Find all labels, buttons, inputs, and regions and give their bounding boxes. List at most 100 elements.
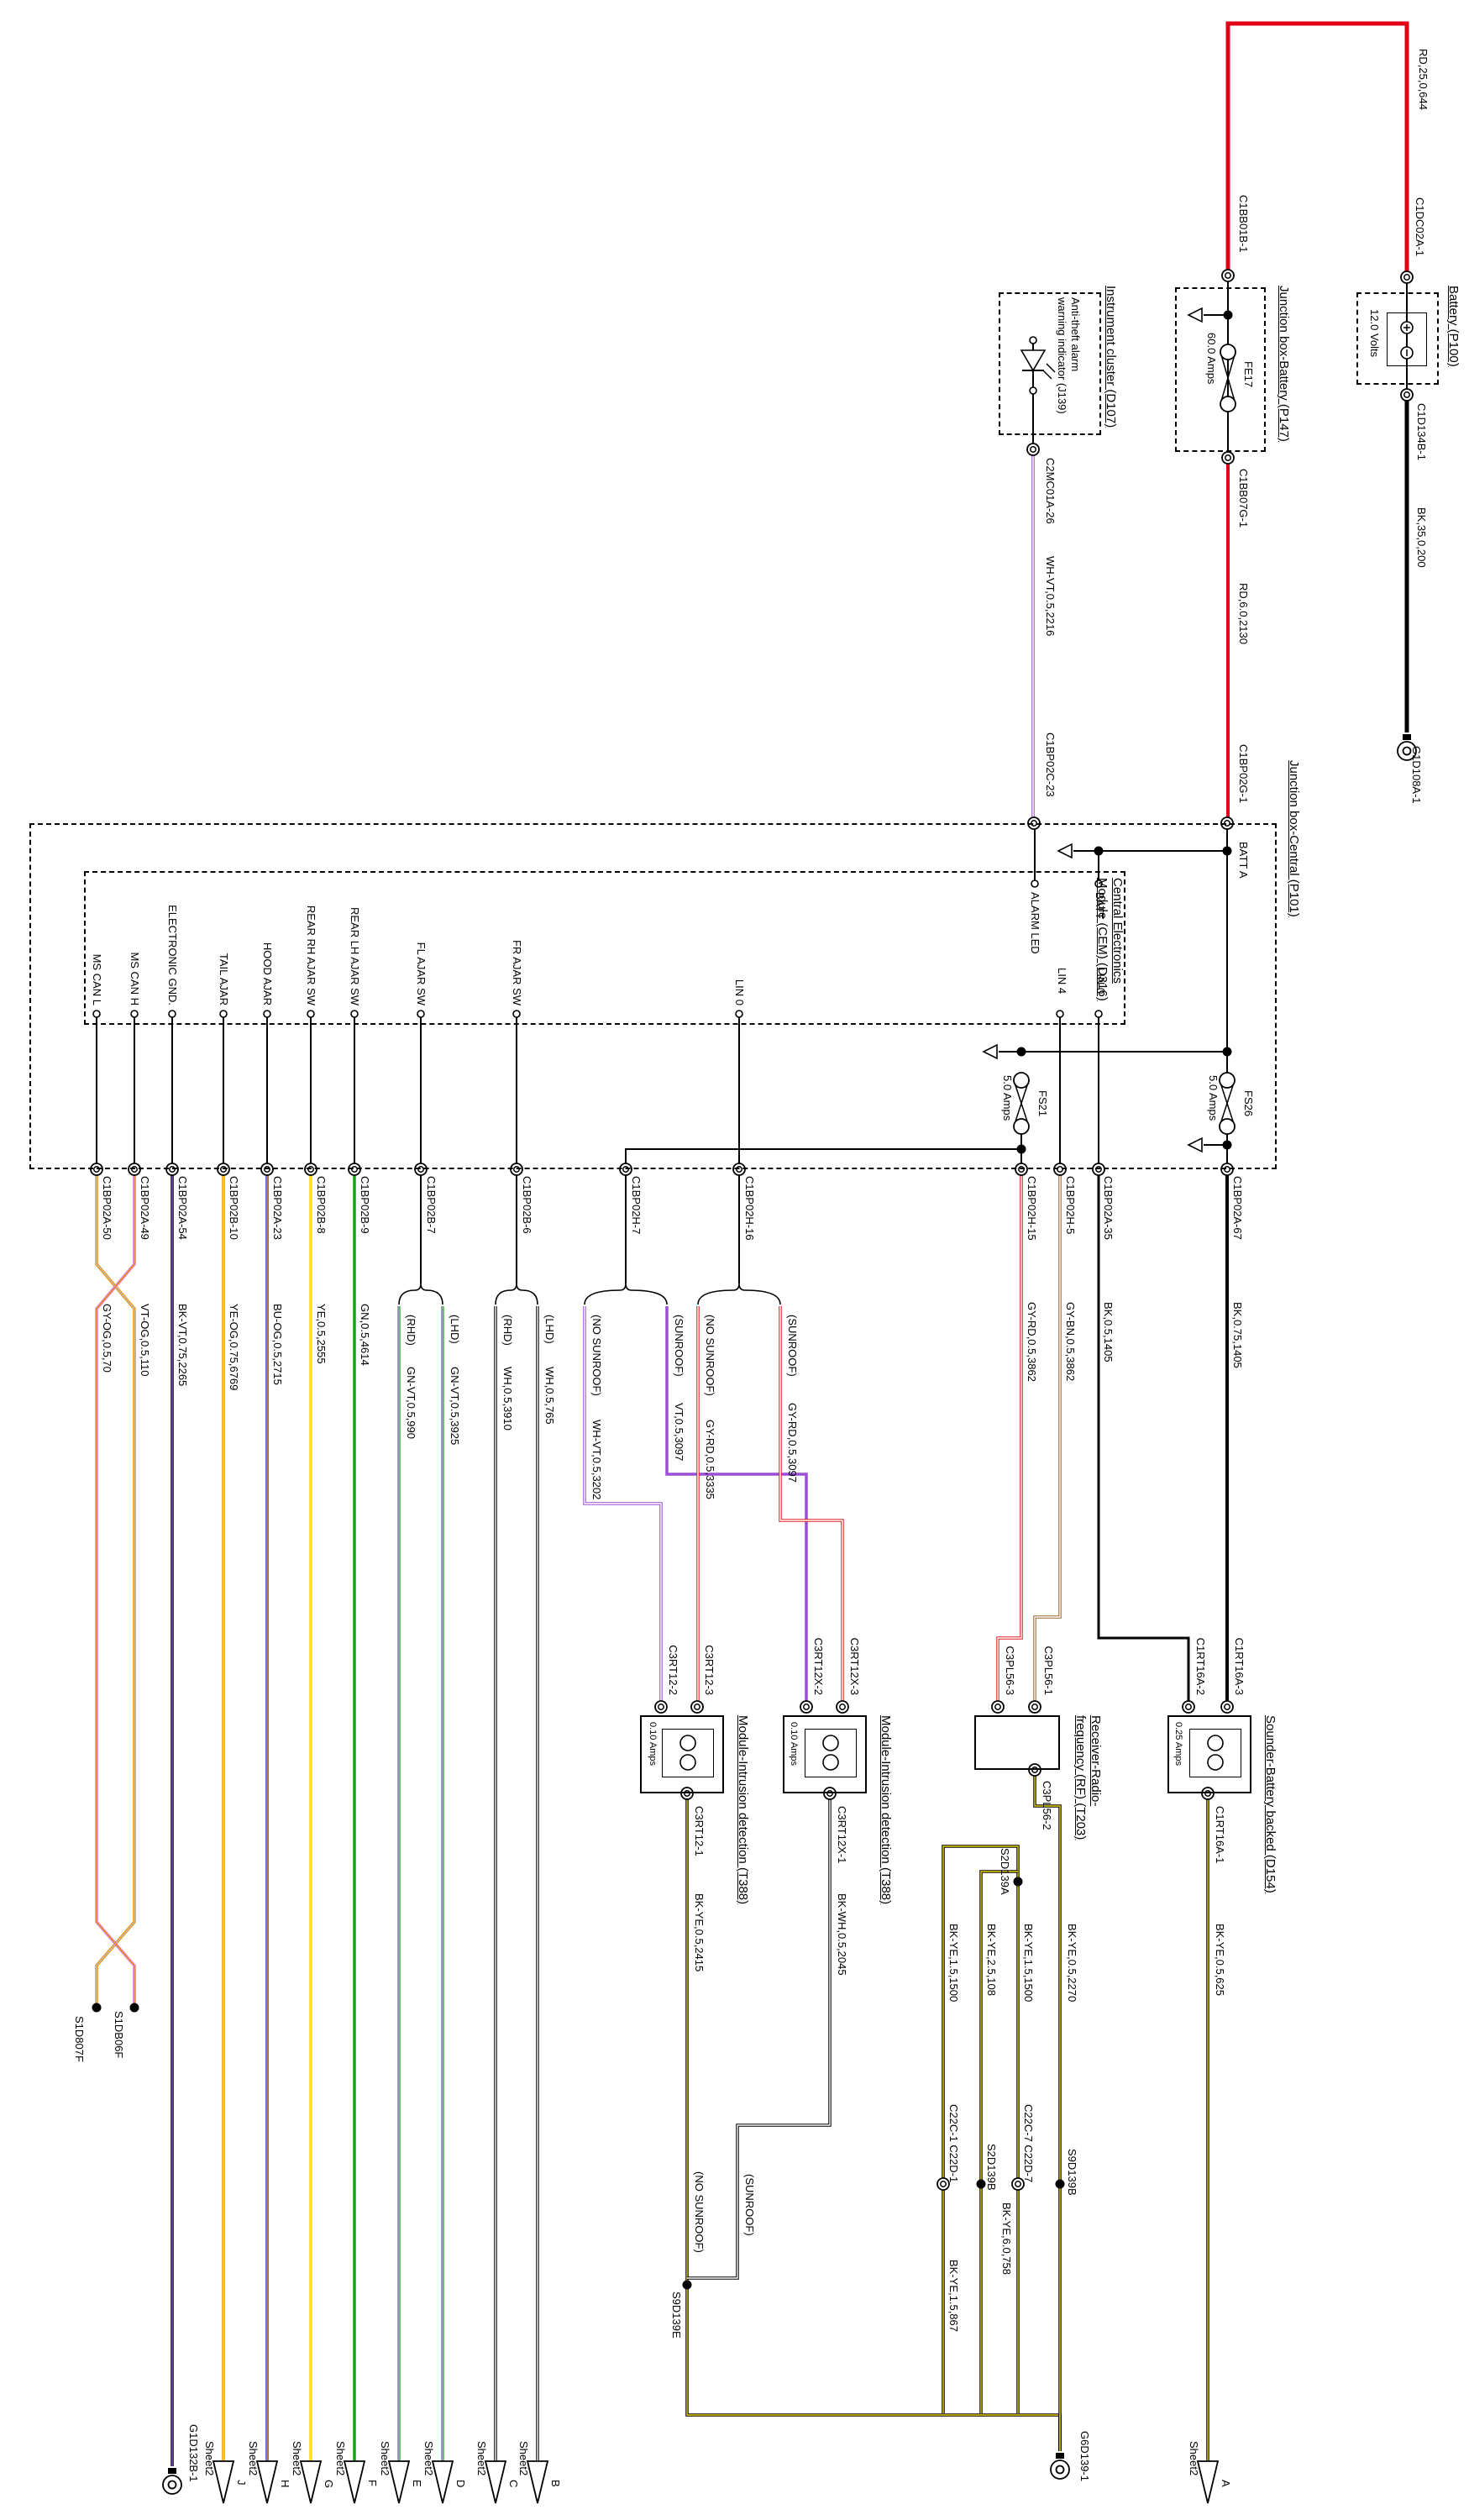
sheet-arrow-icon [387,2460,411,2504]
fuse-id: FE17 [1242,361,1255,388]
variant-tag: (SUNROOF) [786,1315,799,1377]
wire-spec: BK-YE,1.5,867 [947,2260,960,2332]
wire-spec: GY-RD,0.5,3862 [1026,1302,1038,1382]
connector-icon [826,1790,833,1797]
internal-fuse-icon [822,1735,839,1751]
jbc-title: Junction box-Central (P101) [1287,760,1301,917]
ground-icon [1056,2453,1064,2459]
connector-id: C3PL56-2 [1041,1781,1053,1830]
connector-icon [1015,2181,1021,2187]
connector-icon [1224,1166,1230,1173]
splice-id: S1DB06F [113,2011,125,2059]
connector-id: C1BP02A-50 [101,1176,113,1240]
connector-id: C1RT16A-3 [1233,1637,1246,1695]
wire-spec: BK-YE,1.5,1500 [1022,1924,1035,2003]
pin-icon [92,1010,101,1018]
wire-spec: GY-OG,0.5,70 [101,1304,113,1373]
sheet-ref-label: Sheet2 [379,2441,391,2476]
pin-label: MS CAN L [91,953,103,1005]
fuse-fs21-circle [1013,1072,1030,1089]
connector-icon [1031,820,1037,827]
pin-label: BATT A [1237,842,1250,879]
connector-id: C22C-7 C22D-7 [1022,2104,1035,2183]
variant-tag: (RHD) [405,1315,417,1346]
sheet-arrow-icon [255,2460,279,2504]
pin-icon [168,1010,176,1018]
wire-spec: BK-YE,0.5,2415 [693,1893,706,1972]
wire-bkye-link-core [980,1871,1018,2413]
connector-id: C1BP02H-5 [1064,1176,1077,1235]
sheet-ref-letter: G [323,2480,335,2489]
battery-symbol-box [1387,312,1427,366]
connector-icon [264,1166,270,1173]
connector-id: C1RT16A-1 [1214,1806,1226,1864]
fuse-rating: 0.25 Amps [1173,1722,1183,1766]
sheet-ref-letter: E [411,2480,423,2487]
variant-tag: (NO SUNROOF) [693,2171,706,2253]
connector-id: C1BB01B-1 [1237,195,1250,253]
wire-spec: BK,35,0,200 [1415,507,1428,568]
splice-icon [1094,846,1104,856]
sheet-ref-letter: H [279,2480,291,2488]
battery-voltage: 12.0 Volts [1368,309,1381,358]
flow-arrow-icon [982,1043,998,1060]
connector-id: C1BP02H-16 [743,1176,756,1241]
fuse-fs26 [1219,1079,1236,1127]
sheet-ref-letter: D [454,2480,467,2488]
ground-icon [1403,734,1411,740]
instrument-cluster-d107-box [999,292,1101,435]
connector-id: C1BP02A-67 [1231,1176,1244,1240]
ground-icon [1402,746,1412,756]
splice-icon [129,2003,139,2013]
variant-tag: (NO SUNROOF) [590,1315,603,1396]
fuse-fe17-circle [1220,344,1236,360]
wire-gyrd-sunroof-core [779,1306,843,1707]
fuse-id: FS21 [1036,1090,1049,1117]
fuse-rating: 5.0 Amps [1001,1075,1014,1121]
pin-label: MS CAN H [129,952,141,1005]
connector-id: C3PL56-3 [1004,1646,1016,1695]
connector-icon [351,1166,358,1173]
pin-icon [735,1010,743,1018]
splice-icon [1013,1877,1023,1887]
wire-spec: GY-RD,0.5,3335 [704,1420,716,1499]
connector-id: C3RT12X-2 [812,1637,825,1695]
connector-id: C1BP02G-1 [1237,744,1250,804]
splice-icon [1055,2179,1065,2189]
wire-spec: YE-OG,0.75,6769 [228,1304,240,1391]
pin-label: REAR RH AJAR SW [305,905,317,1005]
sheet-ref-label: Sheet2 [291,2441,303,2476]
connector-id: C3RT12X-1 [836,1806,848,1864]
pin-icon [130,1010,139,1018]
module2-title: Module-Intrusion detection (T388) [879,1715,893,1905]
wire-spec: YE,0.5,2555 [315,1304,328,1364]
sheet-ref-label: Sheet2 [475,2441,488,2476]
wire-spec: WH-VT,0.5,2216 [1044,556,1057,637]
wire-vt-sunroof [665,1306,808,1707]
connector-id: C1BP02B-7 [425,1176,438,1234]
connector-icon [1225,272,1231,279]
fuse-rating: 60.0 Amps [1205,333,1218,385]
pin-icon [1029,336,1037,344]
connector-id: C1BP02A-49 [139,1176,151,1240]
pin-label: ELECTRONIC GND. [166,905,179,1005]
sheet-arrow-icon [484,2460,507,2504]
connector-icon [1185,1704,1192,1710]
wire-spec: WH,0.5,765 [543,1367,556,1425]
variant-tag: (SUNROOF) [673,1315,685,1377]
connector-icon [736,1166,742,1173]
fuse-id: FS26 [1242,1090,1255,1117]
fuse-fs21-circle [1013,1118,1030,1135]
ground-id: G6D139-1 [1078,2431,1091,2481]
led-ray-icon [1046,363,1056,373]
sheet-ref-label: Sheet2 [422,2441,435,2476]
connector-icon [307,1166,314,1173]
connector-id: C1BP02B-10 [228,1176,240,1240]
sheet-arrow-icon [526,2460,549,2504]
connector-icon [513,1166,520,1173]
connector-id: C3RT12X-3 [848,1637,861,1695]
variant-brace-icon [584,1283,668,1305]
splice-icon [976,2179,986,2189]
fuse-fs26-circle [1219,1072,1236,1089]
